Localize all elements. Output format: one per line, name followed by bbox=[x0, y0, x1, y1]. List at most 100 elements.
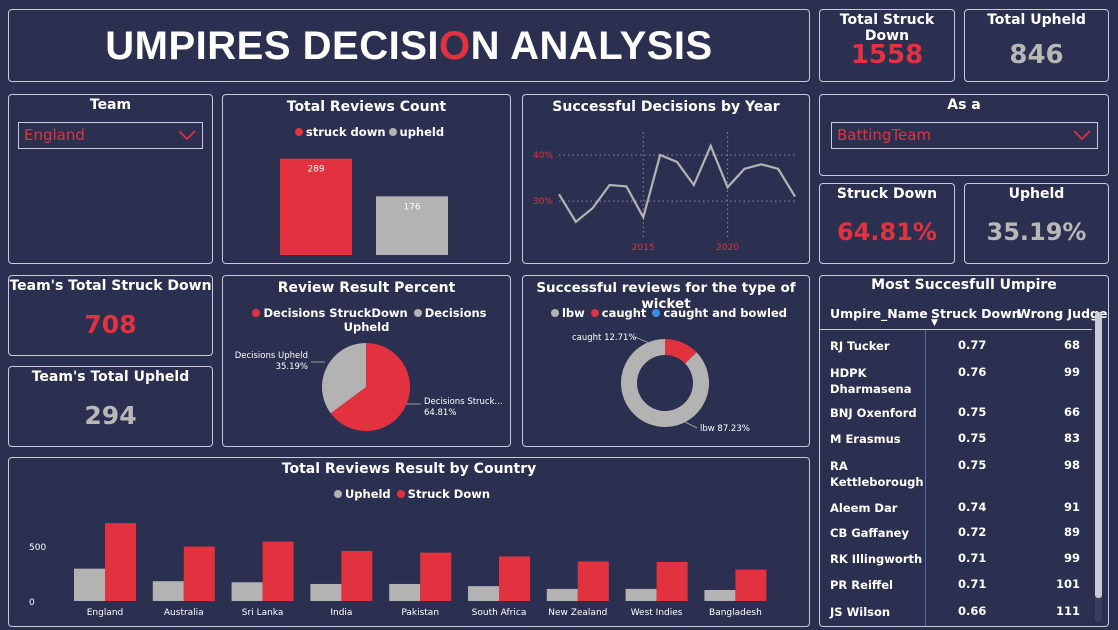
data-label: 289 bbox=[307, 165, 324, 175]
legend-label: Decisions Upheld bbox=[343, 306, 487, 334]
x-tick-label: South Africa bbox=[472, 608, 527, 618]
table-row[interactable]: RA Kettleborough 0.75 98 bbox=[820, 458, 1090, 489]
x-tick-label: West Indies bbox=[631, 608, 683, 618]
kpi-total-struck-down: Total Struck Down 1558 bbox=[819, 9, 955, 82]
bar-struck-down bbox=[499, 556, 530, 601]
x-tick-label: England bbox=[87, 608, 124, 618]
chevron-down-icon bbox=[1072, 126, 1092, 150]
bar-upheld bbox=[704, 590, 736, 601]
table-row[interactable]: Aleem Dar 0.74 91 bbox=[820, 500, 1090, 530]
cell-umpire-name: RK Illingworth bbox=[830, 552, 923, 566]
as-a-dropdown[interactable]: BattingTeam bbox=[831, 122, 1098, 149]
kpi-label: Total Struck Down bbox=[839, 12, 935, 44]
bar-struck-down bbox=[735, 569, 767, 601]
column-header-struck-down[interactable]: Struck Down bbox=[931, 306, 1021, 321]
bar-struck-down bbox=[420, 552, 452, 601]
legend-label: Upheld bbox=[344, 487, 391, 501]
wicket-type-card: Successful reviews for the type of wicke… bbox=[522, 275, 810, 447]
decisions-by-year-card: Successful Decisions by Year 30% 40% 2015 2… bbox=[522, 94, 810, 264]
country-reviews-chart: 0 500 England Australia Sri Lanka India Pakist… bbox=[29, 523, 767, 618]
table-row[interactable]: JS Wilson 0.66 111 bbox=[820, 604, 1090, 626]
cell-struck-down: 0.75 bbox=[958, 431, 987, 445]
cell-umpire-name: JS Wilson bbox=[830, 605, 891, 619]
table-body: RJ Tucker 0.77 68 HDPK Dharmasena 0.76 99 BNJ … bbox=[820, 330, 1092, 626]
cell-struck-down: 0.76 bbox=[958, 365, 987, 379]
cell-struck-down: 0.74 bbox=[958, 500, 987, 514]
data-label: 64.81% bbox=[424, 408, 456, 418]
slicer-label: Team bbox=[89, 97, 132, 113]
x-tick-label: Sri Lanka bbox=[242, 608, 284, 618]
table-row[interactable]: M Erasmus 0.75 83 bbox=[820, 431, 1090, 461]
x-tick-label: 2020 bbox=[716, 243, 739, 253]
legend-swatch-upheld bbox=[413, 309, 422, 317]
bar-upheld bbox=[231, 582, 263, 601]
country-reviews-card: Total Reviews Result by Country Upheld St… bbox=[8, 457, 810, 627]
x-tick-label: New Zealand bbox=[548, 608, 607, 618]
x-tick-label: 2015 bbox=[632, 243, 655, 253]
table-row[interactable]: CB Gaffaney 0.72 89 bbox=[820, 525, 1090, 555]
column-divider bbox=[925, 330, 926, 626]
cell-wrong-judge: 99 bbox=[1063, 551, 1080, 565]
kpi-team-upheld: Team's Total Upheld 294 bbox=[8, 366, 213, 447]
table-row[interactable]: HDPK Dharmasena 0.76 99 bbox=[820, 365, 1090, 396]
data-label: 35.19% bbox=[276, 362, 308, 372]
legend-swatch-caught-and-bowled bbox=[652, 309, 661, 317]
vertical-scrollbar[interactable] bbox=[1095, 312, 1102, 622]
bar-upheld bbox=[310, 583, 342, 601]
legend-label: caught bbox=[601, 306, 647, 320]
bar-struck-down bbox=[262, 541, 294, 601]
bar-upheld bbox=[152, 581, 184, 601]
data-label: 176 bbox=[403, 202, 420, 212]
bar-upheld bbox=[625, 588, 657, 601]
legend-swatch-struck-down bbox=[252, 309, 261, 317]
scrollbar-thumb[interactable] bbox=[1095, 312, 1102, 598]
chart-legend: lbw caught caught and bowled bbox=[523, 306, 809, 320]
legend-label: lbw bbox=[561, 306, 585, 320]
table-row[interactable]: RK Illingworth 0.71 99 bbox=[820, 551, 1090, 581]
data-label: Decisions Struck... bbox=[424, 397, 503, 407]
column-header-wrong-judge[interactable]: Wrong Judge bbox=[1017, 306, 1108, 321]
legend-swatch-upheld bbox=[388, 128, 397, 136]
sort-desc-icon: ▼ bbox=[931, 318, 938, 328]
bar-struck-down bbox=[656, 561, 688, 601]
cell-wrong-judge: 98 bbox=[1063, 458, 1080, 472]
table-row[interactable]: PR Reiffel 0.71 101 bbox=[820, 577, 1090, 607]
cell-wrong-judge: 68 bbox=[1063, 338, 1080, 352]
table-row[interactable]: RJ Tucker 0.77 68 bbox=[820, 338, 1090, 368]
chevron-down-icon bbox=[177, 126, 197, 150]
cell-struck-down: 0.66 bbox=[958, 604, 987, 618]
kpi-label: Upheld bbox=[1008, 186, 1065, 202]
leader-line bbox=[682, 420, 698, 429]
chart-title: Successful reviews for the type of wicke… bbox=[536, 280, 796, 312]
cell-wrong-judge: 83 bbox=[1063, 431, 1080, 445]
total-reviews-count-card: Total Reviews Count struck down upheld 28… bbox=[222, 94, 511, 264]
review-result-pie: Decisions Struck...64.81% Decisions Uphel… bbox=[235, 343, 503, 431]
y-tick-label: 500 bbox=[29, 543, 46, 553]
kpi-team-struck-down: Team's Total Struck Down 708 bbox=[8, 275, 213, 356]
decisions-by-year-chart: 30% 40% 2015 2020 bbox=[533, 132, 796, 253]
wicket-type-donut: caught 12.71% lbw 87.23% bbox=[572, 333, 750, 434]
kpi-struck-down-pct: Struck Down 64.81% bbox=[819, 183, 955, 264]
cell-struck-down: 0.72 bbox=[958, 525, 987, 539]
kpi-value: 294 bbox=[84, 401, 137, 430]
title-banner: UMPIRES DECISION ANALYSIS bbox=[8, 9, 810, 82]
cell-struck-down: 0.75 bbox=[958, 405, 987, 419]
kpi-total-upheld: Total Upheld 846 bbox=[964, 9, 1109, 82]
kpi-upheld-pct: Upheld 35.19% bbox=[964, 183, 1109, 264]
team-slicer-card: Team England bbox=[8, 94, 213, 264]
kpi-label: Struck Down bbox=[836, 186, 938, 202]
donut-slice-caught bbox=[665, 339, 697, 364]
chart-legend: Upheld Struck Down bbox=[9, 487, 809, 501]
legend-swatch-lbw bbox=[550, 309, 559, 317]
team-dropdown[interactable]: England bbox=[18, 122, 203, 149]
cell-umpire-name: CB Gaffaney bbox=[830, 526, 909, 540]
review-result-percent-card: Review Result Percent Decisions StruckDo… bbox=[222, 275, 511, 447]
column-header-umpire-name[interactable]: Umpire_Name bbox=[830, 306, 928, 321]
legend-label: Struck Down bbox=[407, 487, 491, 501]
table-row[interactable]: BNJ Oxenford 0.75 66 bbox=[820, 405, 1090, 435]
x-tick-label: Bangladesh bbox=[709, 608, 762, 618]
donut-slice-caught-and-bowled bbox=[685, 352, 697, 364]
page-title: UMPIRES DECISION ANALYSIS bbox=[105, 24, 713, 68]
data-label: Decisions Upheld bbox=[235, 351, 308, 361]
cell-wrong-judge: 91 bbox=[1063, 500, 1080, 514]
